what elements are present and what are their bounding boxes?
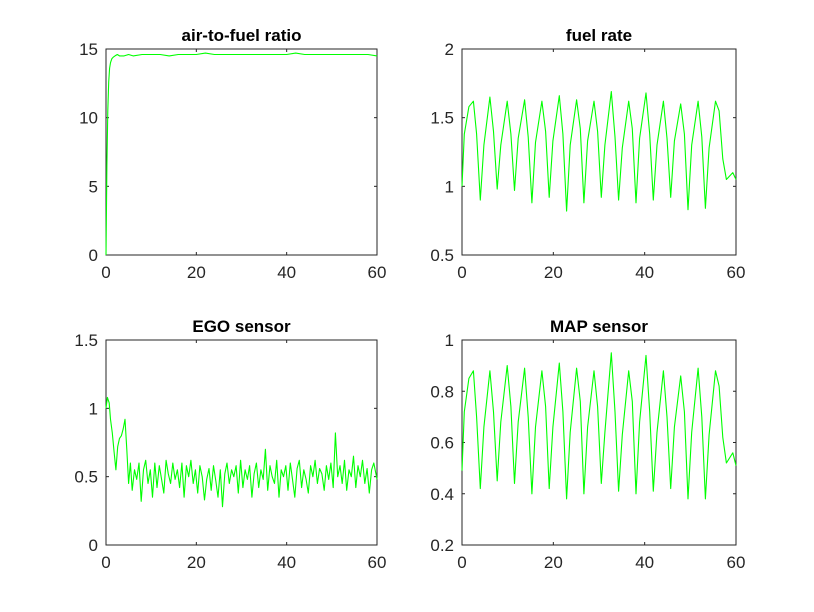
subplot-fuel-rate: fuel rate 0 20 40 60 0.5 1 1.5 2 (430, 26, 745, 282)
subplot-title: fuel rate (566, 26, 632, 45)
x-tick-label: 20 (544, 553, 563, 572)
x-tick-label: 0 (101, 553, 110, 572)
y-tick-label: 2 (445, 40, 454, 59)
subplot-title: air-to-fuel ratio (182, 26, 302, 45)
plot-area (105, 52, 378, 256)
tick-labels: 0 20 40 60 0 5 10 15 (79, 40, 386, 282)
plot-area (105, 396, 378, 508)
y-tick-label: 0.4 (430, 485, 454, 504)
subplot-title: EGO sensor (192, 317, 291, 336)
x-tick-label: 20 (544, 263, 563, 282)
y-tick-label: 1.5 (74, 331, 98, 350)
y-tick-label: 0.5 (74, 468, 98, 487)
tick-marks (461, 48, 737, 256)
x-tick-label: 20 (187, 263, 206, 282)
plot-area (461, 91, 737, 212)
y-tick-label: 15 (79, 40, 98, 59)
x-tick-label: 60 (727, 553, 746, 572)
tick-labels: 0 20 40 60 0.5 1 1.5 2 (430, 40, 745, 282)
subplot-air-to-fuel-ratio: air-to-fuel ratio 0 20 40 60 0 5 10 15 (79, 26, 386, 282)
x-tick-label: 40 (635, 553, 654, 572)
series-line (461, 91, 737, 212)
y-tick-label: 0.6 (430, 434, 454, 453)
x-tick-label: 0 (457, 263, 466, 282)
y-tick-label: 0 (89, 536, 98, 555)
y-tick-label: 0.5 (430, 246, 454, 265)
x-tick-label: 40 (277, 263, 296, 282)
y-tick-label: 5 (89, 177, 98, 196)
x-tick-label: 0 (101, 263, 110, 282)
subplot-ego-sensor: EGO sensor 0 20 40 60 0 0.5 1 1.5 (74, 317, 386, 572)
series-line (105, 52, 378, 256)
x-tick-label: 40 (277, 553, 296, 572)
y-tick-label: 0.8 (430, 382, 454, 401)
y-tick-label: 10 (79, 109, 98, 128)
y-tick-label: 1.5 (430, 109, 454, 128)
y-tick-label: 0.2 (430, 536, 454, 555)
y-tick-label: 0 (89, 246, 98, 265)
y-tick-label: 1 (89, 399, 98, 418)
tick-labels: 0 20 40 60 0.2 0.4 0.6 0.8 1 (430, 331, 745, 572)
x-tick-label: 0 (457, 553, 466, 572)
y-tick-label: 1 (445, 177, 454, 196)
x-tick-label: 40 (635, 263, 654, 282)
series-line (105, 396, 378, 508)
subplot-map-sensor: MAP sensor 0 20 40 60 0.2 0.4 0.6 0.8 1 (430, 317, 745, 572)
subplot-title: MAP sensor (550, 317, 648, 336)
x-tick-label: 60 (727, 263, 746, 282)
series-line (461, 352, 737, 500)
axes-box (105, 339, 378, 546)
tick-labels: 0 20 40 60 0 0.5 1 1.5 (74, 331, 386, 572)
x-tick-label: 20 (187, 553, 206, 572)
x-tick-label: 60 (368, 553, 387, 572)
plot-area (461, 352, 737, 500)
axes-box (105, 48, 378, 256)
y-tick-label: 1 (445, 331, 454, 350)
x-tick-label: 60 (368, 263, 387, 282)
